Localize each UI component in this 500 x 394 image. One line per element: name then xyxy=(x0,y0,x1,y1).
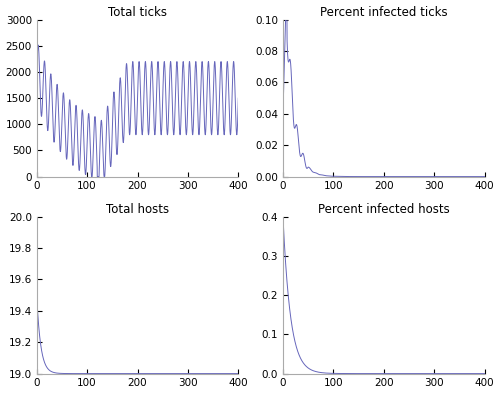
Title: Percent infected hosts: Percent infected hosts xyxy=(318,203,450,216)
Title: Total ticks: Total ticks xyxy=(108,6,167,19)
Title: Percent infected ticks: Percent infected ticks xyxy=(320,6,448,19)
Title: Total hosts: Total hosts xyxy=(106,203,169,216)
